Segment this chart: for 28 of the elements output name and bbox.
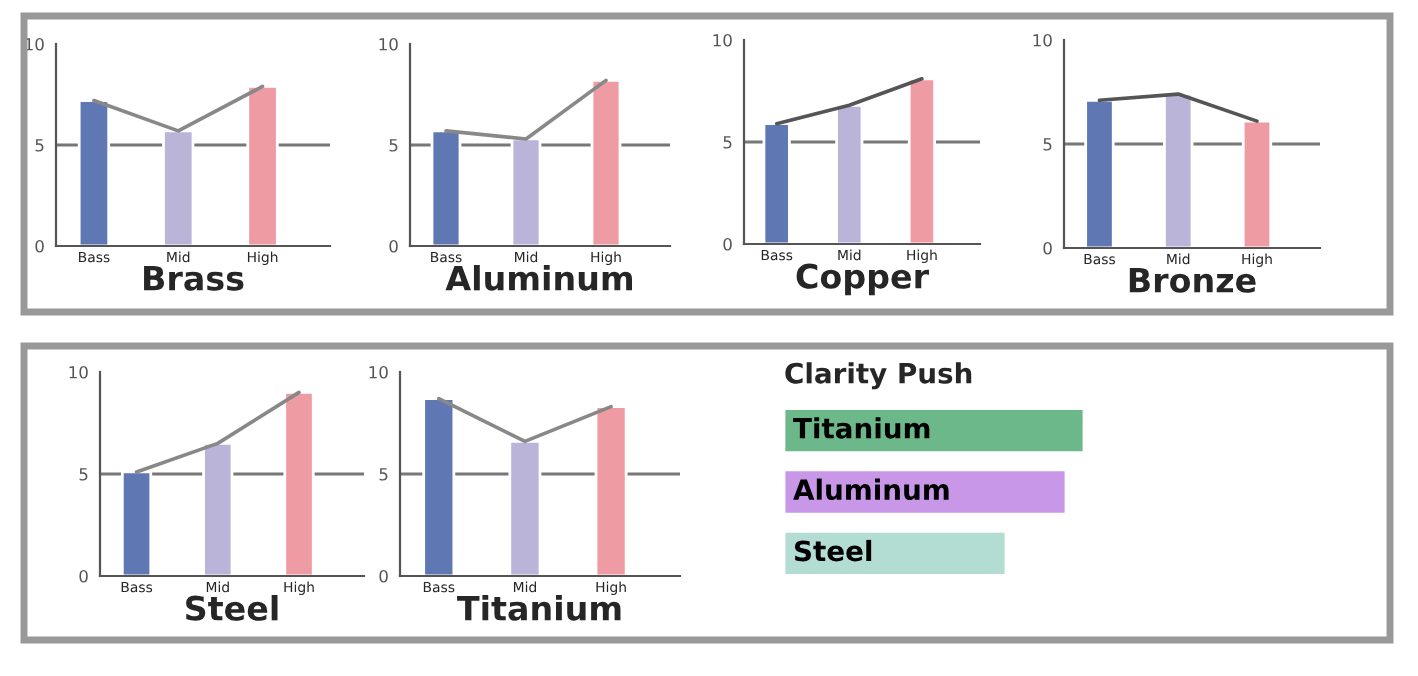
y-tick-label: Steel	[794, 539, 872, 562]
y-tick-label: 5	[379, 468, 388, 481]
y-tick-label: 5	[389, 139, 398, 152]
y-tick-label: 10	[69, 365, 88, 379]
y-tick-label: 0	[379, 569, 388, 583]
x-axis-title: Brass	[144, 266, 244, 291]
y-tick-label: 0	[389, 239, 398, 253]
y-tick-label: Titanium	[793, 417, 930, 439]
y-tick-label: 0	[723, 237, 732, 251]
y-tick-label: 10	[1033, 33, 1052, 47]
y-tick-label: 5	[723, 136, 732, 149]
x-axis-title: Copper	[796, 263, 929, 296]
y-tick-label: 5	[79, 468, 88, 481]
x-axis-title: Titanium	[457, 595, 621, 621]
x-axis-title: Bronze	[1129, 268, 1256, 293]
y-tick-label: 5	[35, 139, 44, 152]
y-tick-label: 10	[713, 33, 732, 47]
y-tick-label: 10	[25, 37, 44, 51]
y-tick-label: 0	[79, 569, 88, 583]
chart-title: Clarity Push	[785, 362, 972, 390]
y-tick-label: 10	[379, 37, 398, 51]
x-axis-title: Steel	[186, 595, 278, 621]
y-tick-label: 10	[369, 365, 388, 379]
y-tick-label: 0	[1043, 241, 1052, 255]
y-tick-label: 0	[35, 239, 44, 253]
x-axis-title: Aluminum	[445, 265, 633, 291]
y-tick-label: Aluminum	[793, 478, 949, 501]
y-tick-label: 5	[1043, 138, 1052, 151]
